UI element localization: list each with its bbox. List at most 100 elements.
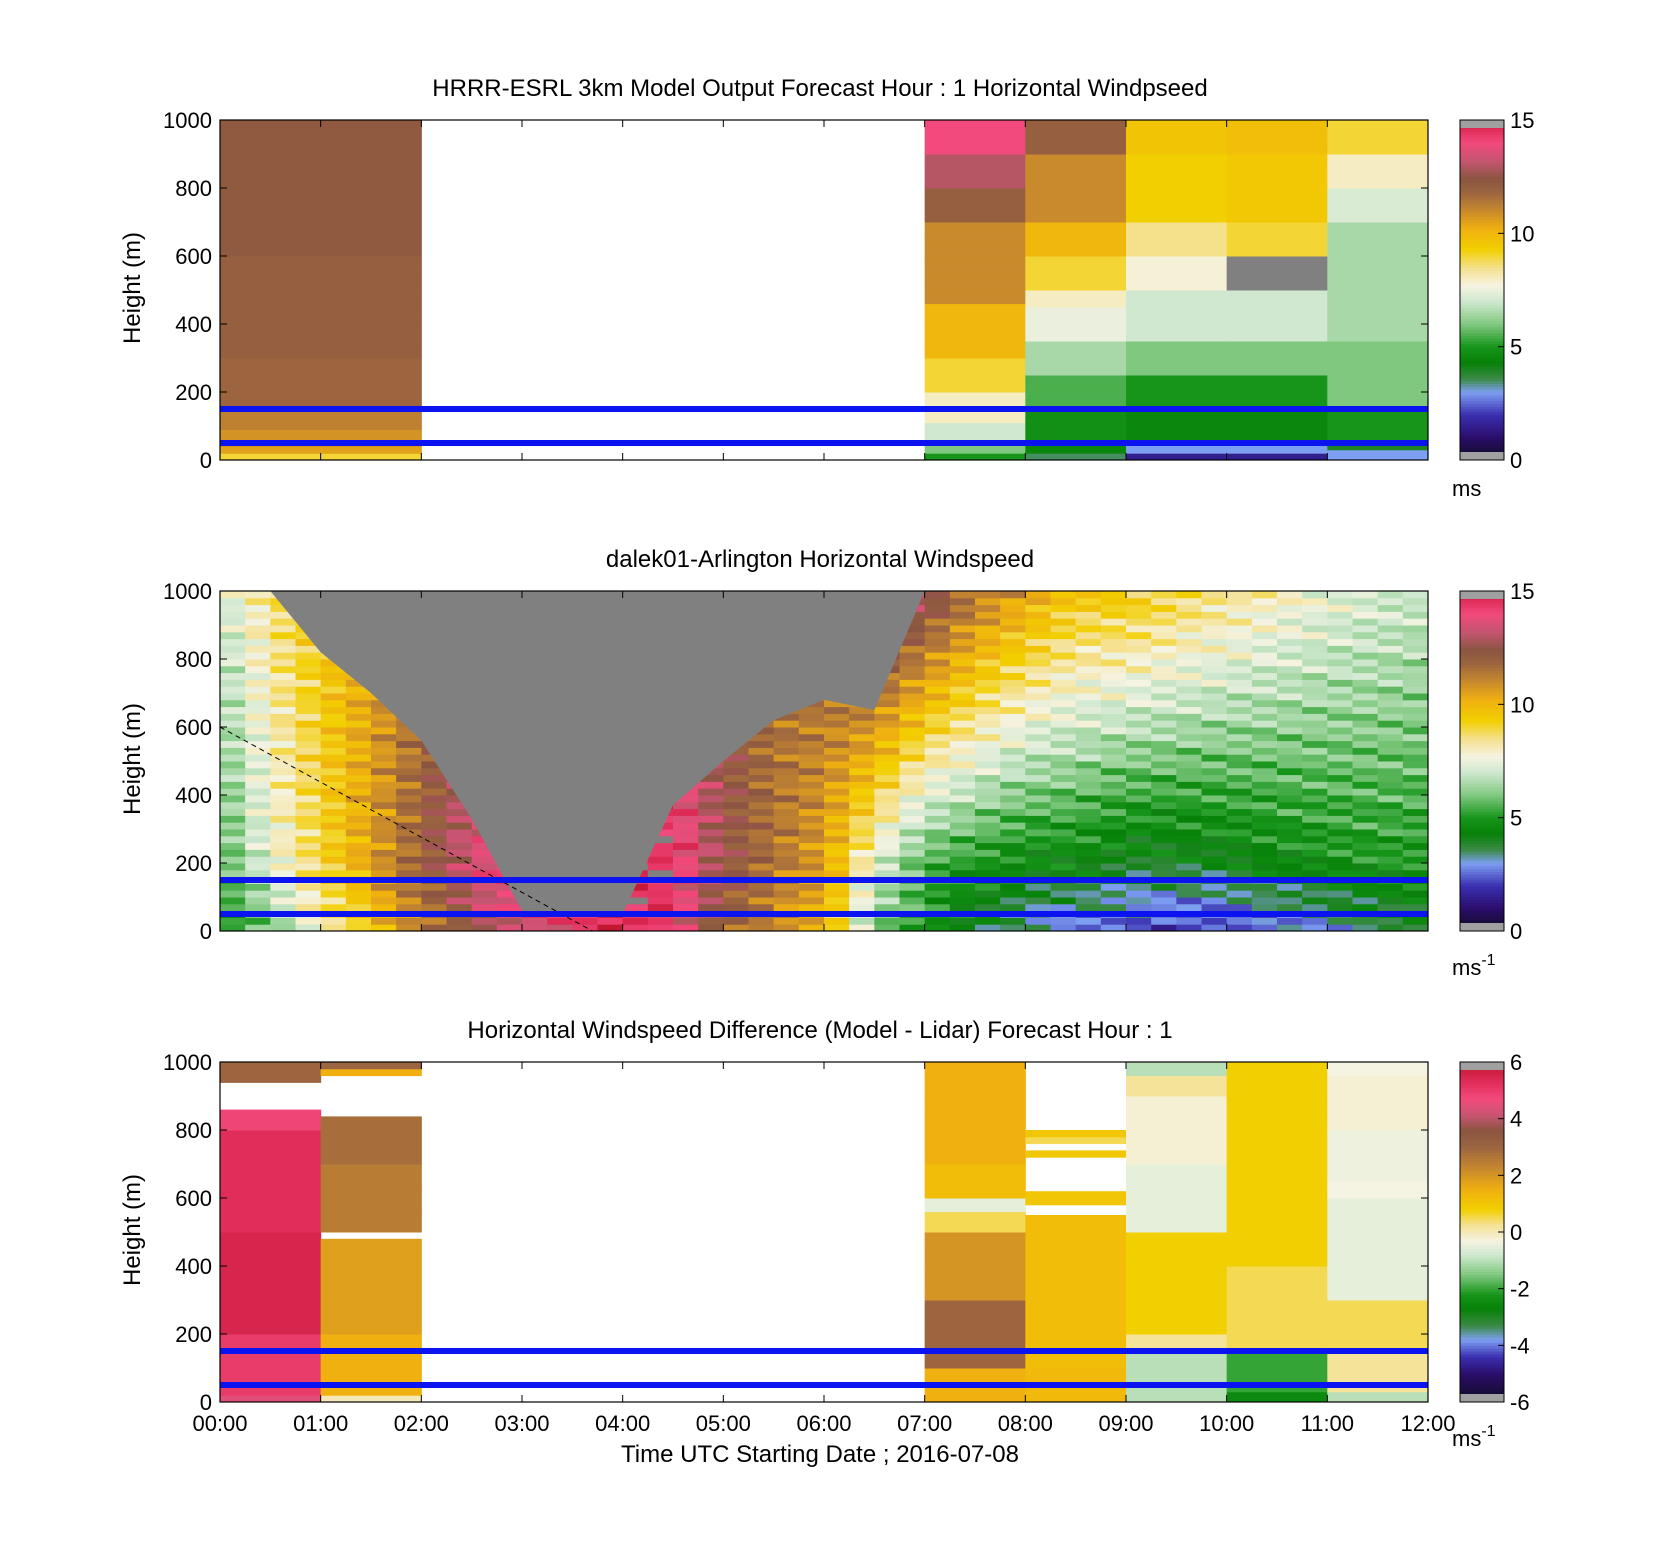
heatmap-cell	[1126, 1300, 1228, 1304]
heatmap-cell	[924, 1262, 1026, 1267]
heatmap-cell	[320, 1211, 422, 1216]
heatmap-cell	[798, 754, 825, 762]
heatmap-cell	[1327, 1249, 1428, 1253]
heatmap-cell	[1302, 924, 1328, 931]
heatmap-cell	[824, 897, 850, 905]
heatmap-cell	[1402, 822, 1428, 830]
heatmap-cell	[1327, 317, 1428, 322]
colorbar-swatch	[1460, 1254, 1504, 1258]
heatmap-cell	[1126, 402, 1228, 407]
heatmap-cell	[320, 347, 422, 352]
heatmap-cell	[924, 597, 951, 606]
colorbar-swatch	[1460, 676, 1504, 680]
heatmap-cell	[1201, 611, 1228, 619]
heatmap-cell	[1226, 1167, 1328, 1172]
heatmap-cell	[924, 1330, 1026, 1335]
heatmap-cell	[270, 618, 296, 626]
heatmap-cell	[924, 1133, 1026, 1138]
x-tick-label: 08:00	[998, 1411, 1053, 1436]
heatmap-cell	[924, 1075, 1026, 1080]
heatmap-cell	[270, 713, 296, 721]
heatmap-cell	[1126, 269, 1228, 274]
heatmap-cell	[1075, 740, 1102, 748]
colorbar-swatch	[1460, 1084, 1504, 1088]
colorbar-swatch	[1460, 1317, 1504, 1321]
heatmap-cell	[220, 1357, 322, 1362]
colorbar-swatch	[1460, 650, 1504, 654]
heatmap-cell	[1377, 781, 1404, 789]
heatmap-cell	[270, 754, 296, 762]
heatmap-cell	[1251, 835, 1278, 844]
heatmap-cell	[1126, 924, 1152, 931]
colorbar-swatch	[1460, 744, 1504, 748]
heatmap-cell	[1251, 611, 1278, 619]
heatmap-cell	[320, 126, 422, 131]
heatmap-cell	[220, 1143, 322, 1148]
heatmap-cell	[1377, 795, 1404, 803]
heatmap-cell	[1226, 754, 1253, 762]
heatmap-cell	[1075, 924, 1102, 931]
heatmap-cell	[1226, 597, 1253, 606]
heatmap-cell	[1226, 205, 1328, 209]
heatmap-cell	[1226, 788, 1253, 796]
heatmap-cell	[220, 1327, 322, 1332]
heatmap-cell	[798, 883, 825, 891]
heatmap-cell	[295, 897, 322, 905]
colorbar-swatch	[1460, 664, 1504, 668]
heatmap-cell	[924, 143, 1026, 148]
heatmap-cell	[220, 1354, 322, 1359]
heatmap-cell	[1327, 194, 1428, 199]
heatmap-cell	[949, 890, 976, 898]
heatmap-cell	[1201, 645, 1228, 653]
colorbar-swatch	[1460, 1093, 1504, 1097]
heatmap-cell	[220, 1303, 322, 1308]
heatmap-cell	[371, 890, 397, 898]
heatmap-cell	[1226, 354, 1328, 359]
heatmap-cell	[1176, 679, 1202, 687]
heatmap-cell	[949, 604, 976, 612]
heatmap-cell	[798, 713, 825, 721]
y-tick-label: 1000	[163, 1050, 212, 1075]
heatmap-cell	[824, 781, 850, 789]
heatmap-cell	[1302, 863, 1328, 871]
heatmap-cell	[1302, 720, 1328, 728]
heatmap-cell	[1126, 177, 1228, 182]
heatmap-cell	[924, 1279, 1026, 1284]
heatmap-cell	[924, 652, 951, 660]
heatmap-cell	[1126, 398, 1228, 403]
heatmap-cell	[949, 679, 976, 687]
heatmap-cell	[1025, 293, 1127, 298]
heatmap-cell	[446, 869, 473, 878]
heatmap-cell	[1126, 164, 1228, 169]
colorbar-swatch	[1460, 423, 1504, 427]
heatmap-cell	[270, 665, 296, 674]
heatmap-cell	[975, 781, 1001, 789]
heatmap-cell	[1226, 1303, 1328, 1308]
heatmap-cell	[748, 890, 775, 898]
heatmap-cell	[1000, 829, 1026, 837]
heatmap-cell	[723, 767, 749, 776]
colorbar-swatch	[1460, 761, 1504, 765]
heatmap-cell	[1277, 788, 1303, 796]
heatmap-cell	[1050, 747, 1077, 755]
heatmap-cell	[924, 897, 951, 905]
heatmap-cell	[421, 795, 447, 803]
heatmap-cell	[446, 903, 473, 912]
heatmap-cell	[1126, 1374, 1228, 1379]
heatmap-cell	[320, 307, 422, 311]
heatmap-cell	[975, 754, 1001, 762]
heatmap-cell	[446, 822, 473, 830]
heatmap-cell	[1025, 1378, 1127, 1383]
heatmap-cell	[1176, 665, 1202, 674]
heatmap-cell	[245, 801, 271, 810]
heatmap-cell	[1402, 883, 1428, 891]
heatmap-cell	[270, 842, 296, 850]
heatmap-cell	[874, 924, 900, 931]
heatmap-cell	[1277, 652, 1303, 660]
heatmap-cell	[220, 1388, 322, 1393]
heatmap-cell	[1100, 747, 1127, 755]
heatmap-cell	[245, 903, 271, 912]
heatmap-cell	[924, 1140, 1026, 1145]
heatmap-cell	[723, 754, 749, 762]
heatmap-cell	[1126, 699, 1152, 708]
